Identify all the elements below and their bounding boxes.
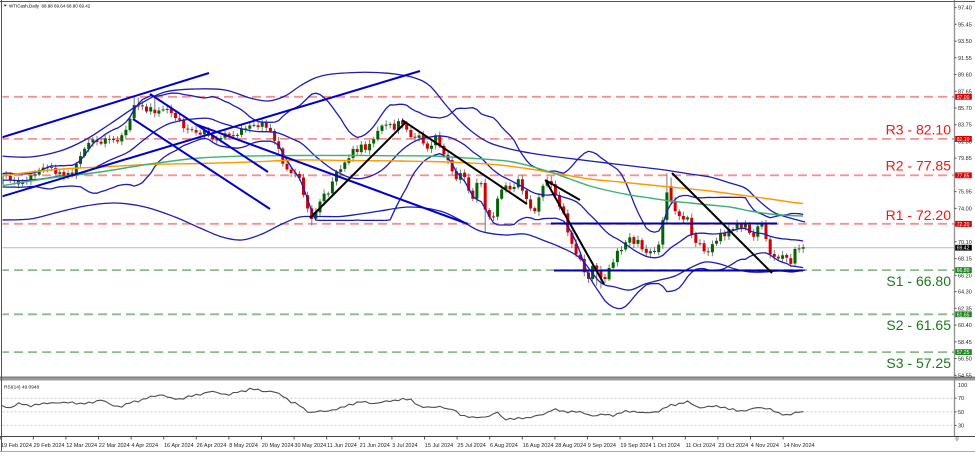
svg-text:21 Jun 2024: 21 Jun 2024 (360, 443, 390, 449)
svg-text:6 Aug 2024: 6 Aug 2024 (490, 443, 518, 449)
svg-text:70.10: 70.10 (958, 240, 972, 246)
svg-text:26 Apr 2024: 26 Apr 2024 (197, 443, 227, 449)
svg-text:R2 - 77.85: R2 - 77.85 (886, 158, 952, 174)
svg-text:77.85: 77.85 (957, 173, 970, 179)
svg-text:15 Jul 2024: 15 Jul 2024 (425, 443, 453, 449)
svg-text:16 Apr 2024: 16 Apr 2024 (164, 443, 194, 449)
svg-text:66.20: 66.20 (958, 273, 972, 279)
svg-text:50: 50 (958, 410, 964, 416)
svg-text:12 Mar 2024: 12 Mar 2024 (66, 443, 97, 449)
svg-text:62.35: 62.35 (958, 306, 972, 312)
svg-text:S2 - 61.65: S2 - 61.65 (886, 317, 951, 333)
svg-text:28 Aug 2024: 28 Aug 2024 (555, 443, 586, 449)
svg-text:S1 - 66.80: S1 - 66.80 (886, 273, 951, 289)
svg-text:4 Apr 2024: 4 Apr 2024 (131, 443, 158, 449)
svg-text:20 May 2024: 20 May 2024 (262, 443, 294, 449)
svg-text:0: 0 (956, 437, 959, 443)
svg-text:19 Feb 2024: 19 Feb 2024 (1, 443, 32, 449)
svg-text:11 Oct 2024: 11 Oct 2024 (686, 443, 716, 449)
svg-text:95.45: 95.45 (958, 22, 972, 28)
svg-text:29 Feb 2024: 29 Feb 2024 (34, 443, 65, 449)
svg-text:19 Sep 2024: 19 Sep 2024 (620, 443, 651, 449)
svg-text:WTICash,Daily 68.98 69.64 68.: WTICash,Daily 68.98 69.64 68.80 69.42 (9, 3, 91, 8)
svg-text:74.00: 74.00 (958, 206, 972, 212)
svg-text:69.42: 69.42 (957, 246, 970, 252)
svg-text:60.40: 60.40 (958, 323, 972, 329)
svg-text:9 Sep 2024: 9 Sep 2024 (588, 443, 616, 449)
svg-text:11 Jun 2024: 11 Jun 2024 (327, 443, 357, 449)
svg-text:3 Jul 2024: 3 Jul 2024 (392, 443, 417, 449)
svg-text:25 Jul 2024: 25 Jul 2024 (457, 443, 485, 449)
svg-text:100: 100 (958, 383, 967, 389)
svg-text:R3 - 82.10: R3 - 82.10 (886, 122, 952, 138)
svg-text:68.15: 68.15 (958, 257, 972, 263)
svg-text:4 Nov 2024: 4 Nov 2024 (751, 443, 779, 449)
svg-text:54.55: 54.55 (958, 373, 972, 379)
svg-text:14 Nov 2024: 14 Nov 2024 (783, 443, 814, 449)
svg-text:8 May 2024: 8 May 2024 (229, 443, 258, 449)
svg-text:75.95: 75.95 (958, 190, 972, 196)
svg-text:81.80: 81.80 (958, 139, 972, 145)
svg-text:16 Aug 2024: 16 Aug 2024 (523, 443, 554, 449)
svg-text:72.20: 72.20 (957, 222, 970, 228)
svg-text:23 Oct 2024: 23 Oct 2024 (718, 443, 748, 449)
svg-text:70: 70 (958, 396, 964, 402)
svg-text:30: 30 (958, 423, 964, 429)
svg-text:97.40: 97.40 (958, 6, 972, 12)
svg-text:S3 - 57.25: S3 - 57.25 (886, 355, 951, 371)
svg-text:87.00: 87.00 (957, 95, 970, 101)
svg-text:79.85: 79.85 (958, 156, 972, 162)
svg-text:93.50: 93.50 (958, 39, 972, 45)
svg-text:89.60: 89.60 (958, 73, 972, 79)
svg-text:83.75: 83.75 (958, 123, 972, 129)
svg-text:58.45: 58.45 (958, 340, 972, 346)
svg-text:61.65: 61.65 (957, 312, 970, 318)
svg-text:87.65: 87.65 (958, 89, 972, 95)
svg-text:56.50: 56.50 (958, 357, 972, 363)
svg-text:64.30: 64.30 (958, 290, 972, 296)
svg-text:57.25: 57.25 (957, 350, 970, 356)
svg-text:85.70: 85.70 (958, 106, 972, 112)
svg-text:R1 - 72.20: R1 - 72.20 (886, 207, 952, 223)
svg-text:91.55: 91.55 (958, 56, 972, 62)
svg-text:30 May 2024: 30 May 2024 (294, 443, 326, 449)
svg-text:82.10: 82.10 (957, 137, 970, 143)
svg-text:66.80: 66.80 (957, 268, 970, 274)
svg-text:22 Mar 2024: 22 Mar 2024 (99, 443, 130, 449)
svg-text:1 Oct 2024: 1 Oct 2024 (653, 443, 680, 449)
svg-text:RSI(14) 49.0948: RSI(14) 49.0948 (4, 385, 40, 391)
